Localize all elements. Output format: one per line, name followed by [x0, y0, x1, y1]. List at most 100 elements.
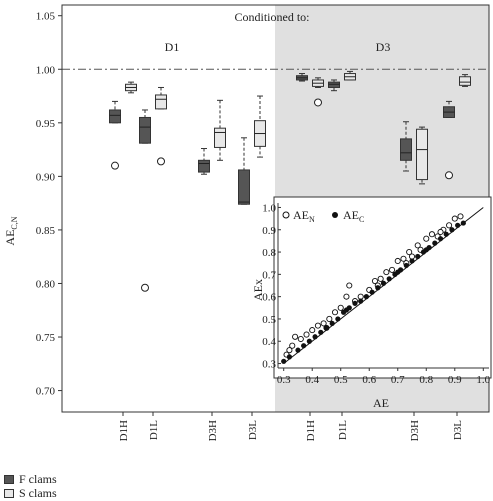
- legend-label-aen-sub: N: [309, 215, 315, 224]
- y-tick-label: 0.75: [36, 332, 56, 344]
- x-tick-label: D1H: [118, 420, 130, 441]
- inset-y-tick-label: 1.0: [262, 202, 276, 214]
- inset-y-tick-label: 0.9: [262, 225, 276, 237]
- scatter-point-aec: [443, 231, 449, 237]
- legend-label-aen-main: AE: [293, 208, 309, 222]
- scatter-point-aen: [309, 327, 316, 334]
- x-tick-label: D1H: [305, 420, 317, 441]
- scatter-point-aec: [363, 294, 369, 300]
- scatter-point-aen: [428, 231, 436, 238]
- inset-y-label: AEx: [251, 279, 265, 301]
- inset-x-tick-label: 0.6: [362, 374, 376, 386]
- scatter-point-aec: [369, 289, 375, 295]
- chart-title: Conditioned to:: [235, 10, 310, 24]
- panel-label-d3: D3: [376, 40, 391, 54]
- box-plots: [109, 70, 471, 292]
- inset-x-tick-label: 0.9: [448, 374, 462, 386]
- scatter-point-aen: [383, 269, 390, 276]
- outlier-point: [111, 161, 119, 170]
- outlier-point: [157, 157, 165, 166]
- scatter-point-aen: [377, 275, 384, 282]
- box-body: [416, 128, 428, 181]
- scatter-point-aen: [408, 253, 416, 260]
- scatter-point-aen: [357, 293, 364, 300]
- legend-s-clams: S clams: [4, 486, 57, 501]
- legend-swatch-f-clams: [4, 475, 14, 484]
- scatter-point-aec: [375, 285, 381, 291]
- box-f-d3-d3l: [443, 100, 455, 180]
- y-axis: 0.70 0.75 0.80 0.85 0.90 0.95 1.00 1.05: [36, 11, 62, 398]
- scatter-point-aen: [394, 257, 401, 265]
- x-axis: D1H D1L D3H D3L D1H D1L D3H D3L: [118, 412, 464, 441]
- scatter-point-aen: [297, 335, 304, 343]
- scatter-point-aen: [292, 333, 299, 340]
- scatter-point-aec: [380, 280, 387, 286]
- scatter-point-aen: [314, 322, 321, 329]
- legend-label-aec-sub: C: [359, 215, 364, 224]
- inset-y-tick-label: 0.6: [262, 292, 276, 304]
- box-s-d3-d3h: [416, 126, 428, 185]
- scatter-point-aec: [455, 222, 461, 228]
- scatter-point-aen: [346, 282, 353, 289]
- scatter-point-aec: [343, 307, 350, 313]
- scatter-point-aen: [437, 228, 444, 236]
- scatter-point-aen: [337, 304, 344, 311]
- panel-label-d1: D1: [165, 40, 180, 54]
- scatter-point-aec: [432, 240, 438, 246]
- y-tick-label: 0.90: [36, 171, 56, 183]
- box-f-d3-d1l: [328, 79, 340, 92]
- scatter-point-aec: [395, 269, 401, 275]
- scatter-point-aec: [306, 338, 312, 344]
- scatter-point-aec: [323, 325, 330, 331]
- inset-scatter: 0.3 0.4 0.5 0.6 0.7 0.8 0.9 1.0 0.3 0.4 0.5 0.6 0.7 0…: [251, 196, 492, 410]
- inset-x-tick-label: 1.0: [476, 374, 490, 386]
- scatter-point-aen: [414, 242, 421, 249]
- box-s-d1-d3l: [254, 95, 266, 158]
- box-body: [459, 76, 471, 86]
- x-tick-label: D1L: [148, 420, 160, 440]
- scatter-point-aec: [352, 300, 358, 306]
- box-body: [238, 169, 250, 205]
- legend-marker-open: [282, 211, 290, 219]
- inset-x-tick-label: 0.7: [391, 374, 405, 386]
- scatter-point-aec: [286, 354, 293, 360]
- box-body: [328, 81, 340, 88]
- scatter-point-aec: [449, 227, 455, 233]
- x-tick-label: D3L: [247, 420, 259, 440]
- inset-y-tick-label: 0.5: [262, 314, 276, 326]
- scatter-point-aec: [295, 347, 301, 353]
- y-tick-label: 0.70: [36, 386, 56, 398]
- box-f-d1-d3h: [198, 148, 210, 175]
- outlier-point: [141, 283, 149, 292]
- box-s-d3-d1h: [312, 77, 324, 107]
- scatter-point-aen: [457, 213, 464, 220]
- scatter-point-aec: [301, 343, 307, 349]
- inset-points: [281, 213, 466, 364]
- inset-frame: [273, 196, 492, 379]
- y-tick-label: 0.95: [36, 118, 56, 130]
- inset-y-tick-label: 0.7: [262, 269, 276, 281]
- y-axis-label-sub: C,N: [10, 216, 19, 229]
- legend-label-f-clams: F clams: [19, 472, 57, 486]
- inset-y-tick-label: 0.3: [262, 359, 276, 371]
- scatter-point-aen: [451, 215, 458, 222]
- inset-x-tick-label: 0.3: [277, 374, 291, 386]
- legend-label-aen: AEN: [293, 208, 315, 224]
- scatter-point-aen: [371, 277, 378, 285]
- legend-label-aec-main: AE: [343, 208, 359, 222]
- scatter-point-aec: [335, 316, 341, 322]
- scatter-point-aec: [409, 258, 415, 264]
- box-body: [139, 116, 151, 144]
- x-tick-label: D3H: [409, 420, 421, 441]
- box-body: [198, 159, 210, 173]
- box-s-d3-d3l: [459, 74, 471, 87]
- legend-label-s-clams: S clams: [19, 486, 57, 500]
- scatter-point-aen: [320, 320, 327, 327]
- box-s-d1-d1h: [125, 81, 137, 94]
- scatter-point-aec: [437, 236, 444, 242]
- box-s-d3-d1l: [344, 70, 356, 81]
- box-f-d1-d3l: [238, 137, 250, 205]
- x-tick-label: D3H: [207, 420, 219, 441]
- scatter-point-aen: [303, 331, 310, 338]
